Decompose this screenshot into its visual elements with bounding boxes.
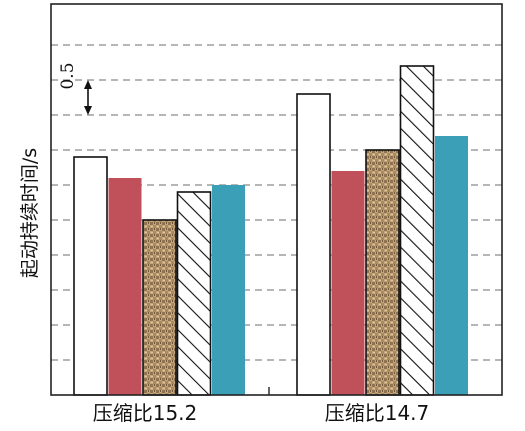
bar-0-2 (142, 219, 177, 396)
label-layer: 起动持续时间/s 压缩比15.2 压缩比14.7 0.5 (19, 62, 429, 425)
x-tick-label-1: 压缩比14.7 (325, 401, 430, 425)
bar-1-3 (399, 65, 435, 396)
bar-1-2 (365, 149, 400, 396)
axis-layer (50, 3, 503, 396)
bar-1-4 (435, 136, 468, 395)
x-tick-label-0: 压缩比15.2 (93, 401, 198, 425)
bar-0-4 (212, 185, 245, 395)
bar-layer (73, 65, 468, 396)
bar-0-3 (176, 191, 212, 396)
bar-0-1 (108, 178, 142, 395)
bar-1-1 (331, 171, 365, 395)
y-axis-label: 起动持续时间/s (19, 148, 41, 278)
bar-1-0 (296, 93, 331, 396)
plot-frame (50, 3, 503, 396)
bar-0-0 (73, 156, 108, 396)
annotation-arrowhead-up (84, 80, 92, 89)
grid-step-annotation: 0.5 (58, 62, 78, 89)
annotation-arrowhead-down (84, 106, 92, 115)
